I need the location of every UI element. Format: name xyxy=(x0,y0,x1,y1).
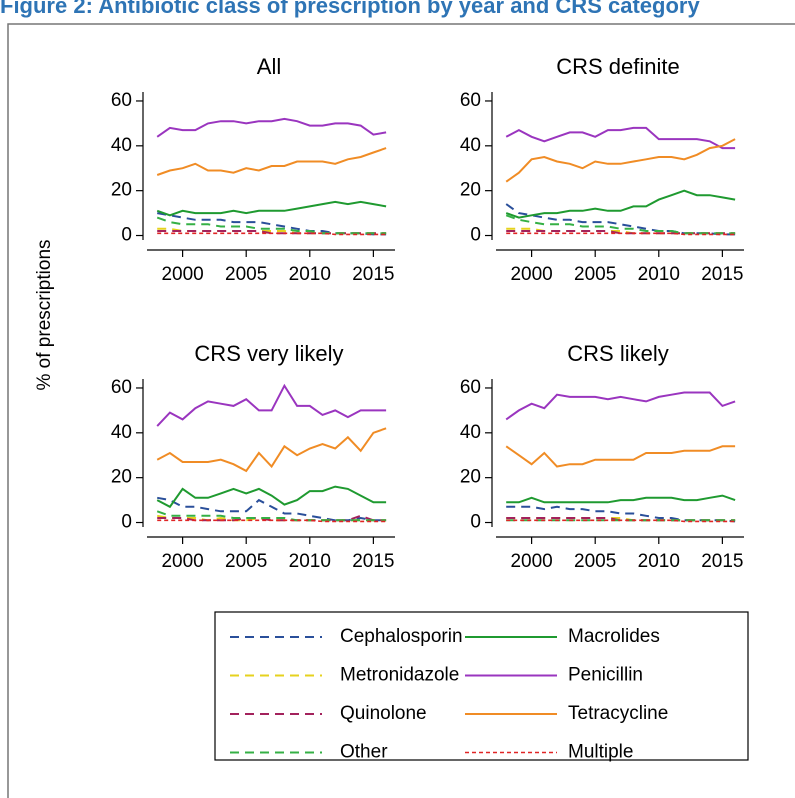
y-axis-label: % of prescriptions xyxy=(34,239,55,390)
series-line xyxy=(506,519,736,523)
series-line xyxy=(506,505,736,523)
x-tick-label: 2000 xyxy=(161,551,203,572)
x-tick-label: 2005 xyxy=(574,264,616,285)
panel-title: All xyxy=(257,54,281,79)
series-line xyxy=(505,391,736,421)
figure-title: Figure 2: Antibiotic class of prescripti… xyxy=(0,0,700,18)
x-tick-label: 2000 xyxy=(510,264,552,285)
series-line xyxy=(156,200,387,217)
series-line xyxy=(156,485,387,509)
series-line xyxy=(157,232,387,236)
series-line xyxy=(506,230,736,235)
x-tick-label: 2000 xyxy=(161,264,203,285)
y-tick-label: 0 xyxy=(470,225,481,246)
y-tick-label: 0 xyxy=(121,512,132,533)
x-tick-label: 2010 xyxy=(638,264,680,285)
y-tick-label: 40 xyxy=(460,135,481,156)
legend-label: Cephalosporin xyxy=(340,626,463,647)
series-line xyxy=(156,117,387,138)
y-tick-label: 40 xyxy=(460,422,481,443)
legend-label: Quinolone xyxy=(340,703,427,724)
panel-title: CRS definite xyxy=(556,54,680,79)
x-tick-label: 2015 xyxy=(701,264,743,285)
series-line xyxy=(506,494,736,504)
x-tick-label: 2015 xyxy=(701,551,743,572)
x-tick-label: 2010 xyxy=(638,551,680,572)
y-tick-label: 60 xyxy=(111,90,132,111)
series-line xyxy=(157,514,387,522)
x-tick-label: 2005 xyxy=(225,551,267,572)
y-tick-label: 60 xyxy=(460,90,481,111)
y-tick-label: 20 xyxy=(460,180,481,201)
panel-title: CRS likely xyxy=(567,341,668,366)
series-line xyxy=(156,510,387,522)
x-tick-label: 2005 xyxy=(574,551,616,572)
y-tick-label: 40 xyxy=(111,135,132,156)
legend-label: Macrolides xyxy=(568,626,660,647)
figure-frame xyxy=(7,23,795,798)
x-tick-label: 2005 xyxy=(225,264,267,285)
legend-box xyxy=(214,611,749,761)
series-line xyxy=(505,189,736,219)
legend-label: Penicillin xyxy=(568,665,643,686)
panel-title: CRS very likely xyxy=(194,341,343,366)
legend-label: Other xyxy=(340,742,388,763)
series-line xyxy=(505,138,736,183)
series-line xyxy=(157,496,387,522)
y-tick-label: 20 xyxy=(460,467,481,488)
legend-label: Tetracycline xyxy=(568,703,668,724)
series-line xyxy=(506,232,736,236)
series-line xyxy=(505,445,736,468)
series-line xyxy=(156,383,387,427)
y-tick-label: 0 xyxy=(470,512,481,533)
y-tick-label: 60 xyxy=(460,377,481,398)
series-line xyxy=(156,427,387,473)
y-tick-label: 60 xyxy=(111,377,132,398)
series-line xyxy=(157,230,387,235)
x-tick-label: 2015 xyxy=(352,264,394,285)
series-line xyxy=(156,147,387,176)
legend-label: Multiple xyxy=(568,742,633,763)
x-tick-label: 2010 xyxy=(289,551,331,572)
series-line xyxy=(157,519,387,523)
legend-label: Metronidazole xyxy=(340,665,459,686)
y-tick-label: 20 xyxy=(111,180,132,201)
y-tick-label: 0 xyxy=(121,225,132,246)
series-line xyxy=(157,212,387,236)
series-line xyxy=(505,203,736,236)
series-line xyxy=(506,517,736,522)
y-tick-label: 40 xyxy=(111,422,132,443)
y-tick-label: 20 xyxy=(111,467,132,488)
x-tick-label: 2000 xyxy=(510,551,552,572)
x-tick-label: 2015 xyxy=(352,551,394,572)
x-tick-label: 2010 xyxy=(289,264,331,285)
series-line xyxy=(505,126,736,150)
